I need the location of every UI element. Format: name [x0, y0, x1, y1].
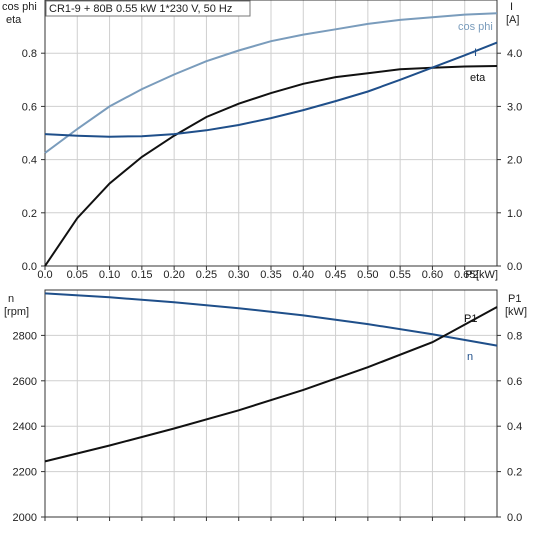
- p1-line: [44, 306, 498, 463]
- x-axis-name: P2: [465, 269, 478, 281]
- series-label-current: I: [474, 47, 477, 59]
- series-label-cos-phi: cos phi: [458, 21, 493, 33]
- x-tick-label: 0.0: [37, 269, 52, 281]
- y-left-tick-label: 0.2: [22, 208, 37, 220]
- right-axis-unit-ampere: [A]: [506, 14, 519, 26]
- speed-power-panel: 20002200240026002800n[rpm]0.00.20.40.60.…: [4, 289, 527, 524]
- title-box: [45, 0, 251, 17]
- y-left-tick-label: 2400: [13, 421, 37, 433]
- x-tick-label: 0.10: [99, 269, 120, 281]
- left-axis-label-eta: eta: [6, 14, 22, 26]
- left-axis-label-cos-phi: cos phi: [2, 1, 37, 13]
- x-tick-label: 0.40: [293, 269, 314, 281]
- x-tick-label: 0.25: [196, 269, 217, 281]
- y-right-tick-label: 0.6: [507, 376, 522, 388]
- right-axis-label-current: I: [510, 1, 513, 13]
- y-left-tick-label: 0.4: [22, 155, 37, 167]
- speed-line: [44, 292, 498, 347]
- series-label-n: n: [467, 351, 473, 363]
- x-tick-label: 0.50: [357, 269, 378, 281]
- series-label-eta: eta: [470, 72, 486, 84]
- x-axis-unit: [kW]: [476, 269, 498, 281]
- right-axis-unit-kw: [kW]: [505, 306, 527, 318]
- series-label-p1: P1: [464, 313, 477, 325]
- x-tick-label: 0.15: [131, 269, 152, 281]
- y-right-tick-label: 0.0: [507, 512, 522, 524]
- y-right-tick-label: 4.0: [507, 48, 522, 60]
- x-tick-label: 0.30: [228, 269, 249, 281]
- y-right-tick-label: 0.8: [507, 330, 522, 342]
- chart-title: CR1-9 + 80B 0.55 kW 1*230 V, 50 Hz: [49, 3, 232, 15]
- y-left-tick-label: 2800: [13, 330, 37, 342]
- y-left-tick-label: 0.6: [22, 101, 37, 113]
- y-right-tick-label: 3.0: [507, 101, 522, 113]
- y-right-tick-label: 1.0: [507, 208, 522, 220]
- current-line: [44, 41, 498, 138]
- y-left-tick-label: 0.0: [22, 261, 37, 273]
- x-tick-label: 0.55: [389, 269, 410, 281]
- y-right-tick-label: 0.2: [507, 467, 522, 479]
- x-tick-label: 0.20: [163, 269, 184, 281]
- y-left-tick-label: 2200: [13, 467, 37, 479]
- y-right-tick-label: 0.4: [507, 421, 522, 433]
- x-tick-label: 0.45: [325, 269, 346, 281]
- eta-line: [44, 65, 498, 267]
- y-left-tick-label: 2600: [13, 376, 37, 388]
- cos-phi-line: [44, 12, 498, 154]
- left-axis-label-speed: n: [8, 293, 14, 305]
- x-tick-label: 0.60: [422, 269, 443, 281]
- x-tick-label: 0.05: [67, 269, 88, 281]
- y-right-tick-label: 0.0: [507, 261, 522, 273]
- y-left-tick-label: 0.8: [22, 48, 37, 60]
- efficiency-current-panel: 0.0 0.05 0.10 0.15 0.20 0.25 0.30 0.35 0.40 0.45 0…: [2, 0, 522, 281]
- right-axis-label-p1: P1: [508, 293, 521, 305]
- x-tick-label: 0.35: [260, 269, 281, 281]
- x-tick-label: 0.65: [454, 269, 475, 281]
- y-right-tick-label: 2.0: [507, 155, 522, 167]
- y-left-tick-label: 2000: [13, 512, 37, 524]
- left-axis-unit-rpm: [rpm]: [4, 306, 29, 318]
